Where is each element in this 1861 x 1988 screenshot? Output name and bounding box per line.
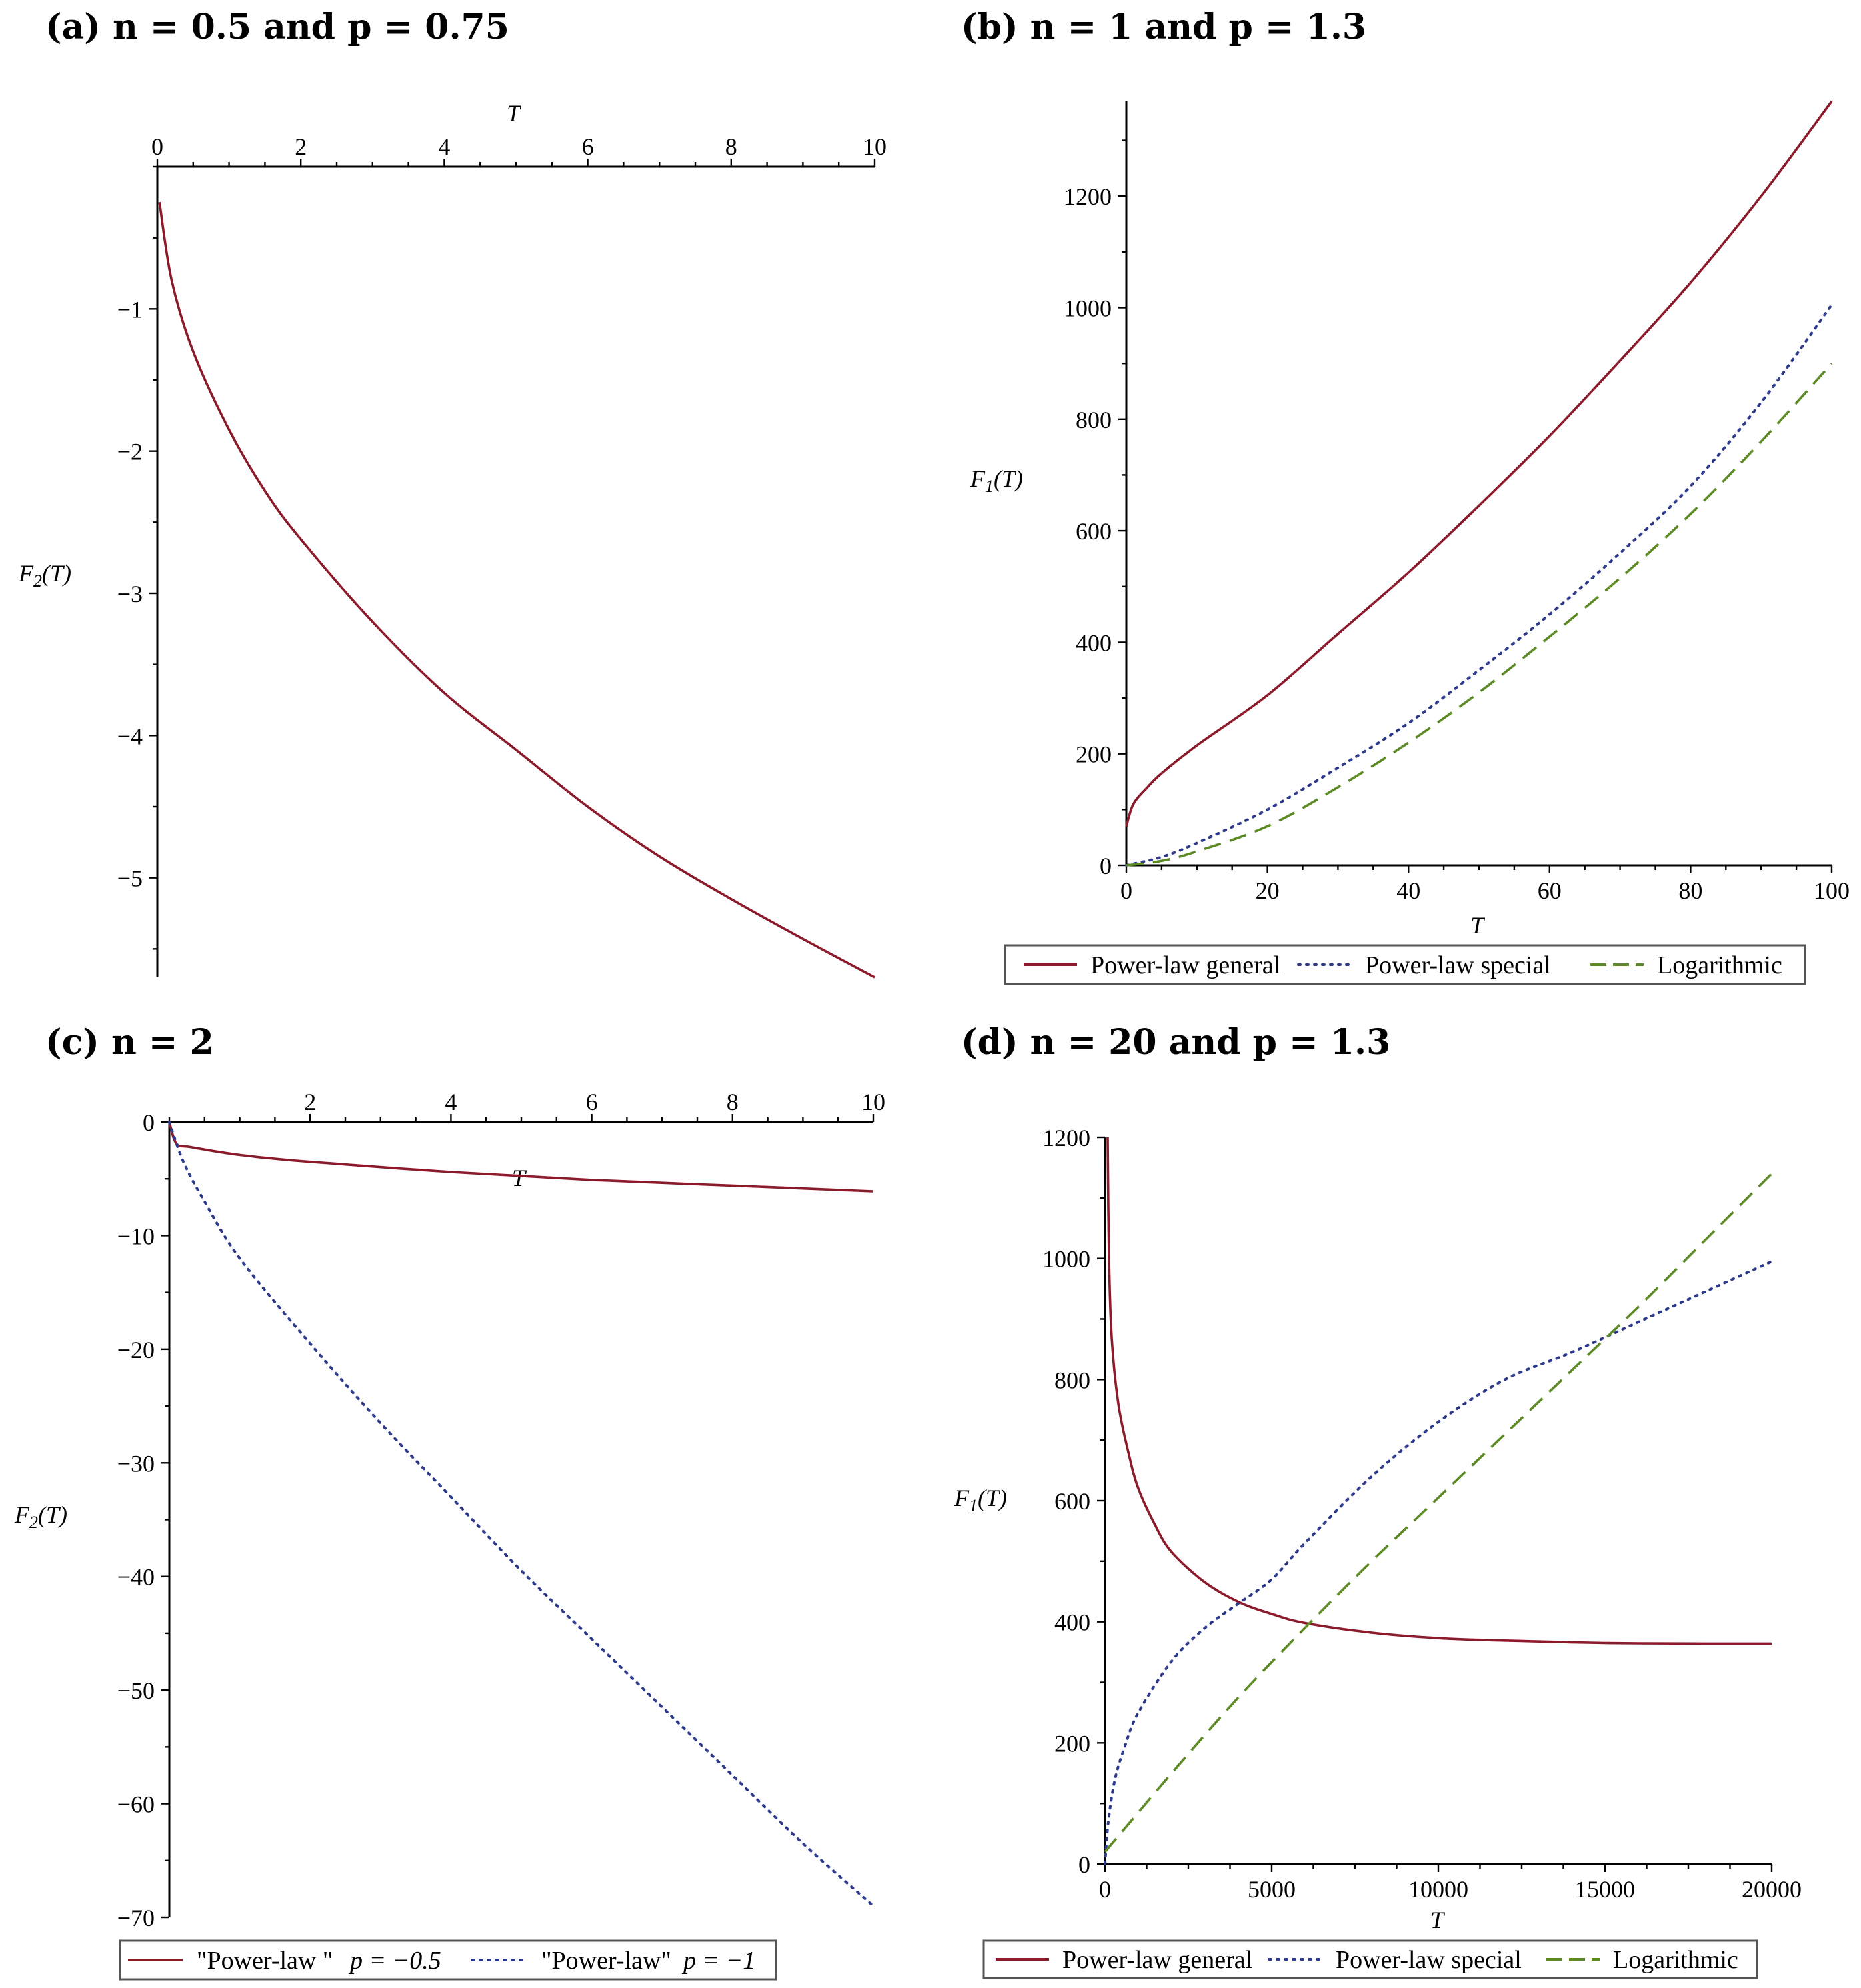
panel-b: (b) n = 1 and p = 1.3 0 20 40 60 80 100 0 200 40… xyxy=(930,0,1861,994)
y-tick-label: 1000 xyxy=(1042,1246,1090,1273)
y-tick-label: 1000 xyxy=(1064,295,1112,322)
x-tick-label: 0 xyxy=(1120,877,1132,904)
legend-label-1: Power-law special xyxy=(1336,1946,1522,1974)
y-axis-label: F1(T) xyxy=(970,465,1023,496)
chart-a: 0 2 4 6 8 10 −1 −2 −3 −4 −5 T F2(T) xyxy=(18,100,887,979)
y-tick-label: −3 xyxy=(117,581,143,607)
x-tick-label: 6 xyxy=(586,1089,598,1115)
x-axis-label: T xyxy=(1430,1907,1446,1933)
x-tick-label: 6 xyxy=(582,133,594,160)
panel-c-title: (c) n = 2 xyxy=(45,1022,214,1063)
y-tick-label: −70 xyxy=(117,1905,155,1931)
y-tick-label: −5 xyxy=(117,865,143,892)
series-line-2 xyxy=(1126,362,1833,867)
x-tick-label: 2 xyxy=(304,1089,316,1115)
series-line-1 xyxy=(168,1121,875,1907)
x-tick-label: 10 xyxy=(861,1089,885,1115)
x-tick-label: 10000 xyxy=(1408,1876,1468,1903)
legend-box xyxy=(119,1939,777,1981)
y-tick-label: −20 xyxy=(117,1337,155,1363)
series-line-2 xyxy=(1104,1173,1773,1853)
legend-box xyxy=(982,1939,1758,1979)
legend-label-0: Power-law general xyxy=(1062,1946,1252,1974)
x-tick-label: 0 xyxy=(1099,1876,1111,1903)
x-tick-label: 60 xyxy=(1538,877,1562,904)
x-axis-label: T xyxy=(1470,912,1486,939)
y-tick-label: −1 xyxy=(117,296,143,323)
chart-d: 0 5000 10000 15000 20000 0 200 400 600 800 1000 120… xyxy=(954,1125,1802,1979)
y-axis-label: F1(T) xyxy=(954,1485,1007,1515)
series-line-1 xyxy=(1125,303,1833,867)
y-tick-label: 1200 xyxy=(1042,1125,1090,1151)
legend-label-0: Power-law general xyxy=(1090,951,1280,979)
series-line-0 xyxy=(158,202,875,979)
x-axis-label: T xyxy=(512,1165,527,1191)
y-tick-label: −40 xyxy=(117,1564,155,1591)
y-tick-label: 600 xyxy=(1076,518,1112,545)
y-tick-label: 200 xyxy=(1054,1730,1090,1757)
x-tick-label: 20 xyxy=(1256,877,1280,904)
y-tick-label: 400 xyxy=(1054,1609,1090,1636)
legend-label-2: Logarithmic xyxy=(1657,951,1782,979)
panel-d: (d) n = 20 and p = 1.3 0 5000 10000 15000 20… xyxy=(930,994,1861,1988)
x-tick-label: 100 xyxy=(1814,877,1850,904)
series-line-0 xyxy=(1106,1137,1772,1645)
chart-c: 2 4 6 8 10 0 −10 −20 −30 −40 −50 −60 −70 T F2(T) "Power… xyxy=(14,1089,885,1981)
series-line-0 xyxy=(1125,100,1833,827)
y-tick-label: −60 xyxy=(117,1791,155,1818)
y-tick-label: 800 xyxy=(1054,1367,1090,1393)
x-tick-label: 2 xyxy=(295,133,307,160)
series-line-1 xyxy=(1104,1260,1773,1865)
x-tick-label: 8 xyxy=(727,1089,739,1115)
y-tick-label: 200 xyxy=(1076,741,1112,768)
legend-label-1: "Power-law" xyxy=(541,1947,671,1975)
x-tick-label: 0 xyxy=(151,133,163,160)
legend-param-1: p = −1 xyxy=(681,1947,755,1975)
panel-d-title: (d) n = 20 and p = 1.3 xyxy=(961,1022,1391,1063)
panel-a-title: (a) n = 0.5 and p = 0.75 xyxy=(45,7,509,47)
panel-b-title: (b) n = 1 and p = 1.3 xyxy=(961,7,1367,47)
y-tick-label: 0 xyxy=(143,1109,155,1136)
chart-b: 0 20 40 60 80 100020040060080010001200TF1(T)P… xyxy=(970,100,1850,985)
legend-label-1: Power-law special xyxy=(1365,951,1551,979)
y-tick-label: 1200 xyxy=(1064,183,1112,210)
legend-label-0: "Power-law " xyxy=(197,1947,333,1975)
y-axis-label: F2(T) xyxy=(18,560,71,591)
x-tick-label: 4 xyxy=(438,133,450,160)
y-tick-label: 800 xyxy=(1076,407,1112,433)
legend-label-2: Logarithmic xyxy=(1613,1946,1738,1974)
y-tick-label: −50 xyxy=(117,1677,155,1704)
x-axis-label: T xyxy=(507,100,522,127)
x-tick-label: 40 xyxy=(1396,877,1420,904)
y-tick-label: 600 xyxy=(1054,1488,1090,1515)
x-tick-label: 20000 xyxy=(1742,1876,1802,1903)
y-tick-label: −30 xyxy=(117,1450,155,1477)
legend-box xyxy=(1004,944,1806,985)
panel-c: (c) n = 2 2 4 6 8 10 0 −10 −20 −30 −40 −50 −60 −70 T F… xyxy=(0,994,930,1988)
x-tick-label: 4 xyxy=(445,1089,457,1115)
y-tick-label: −10 xyxy=(117,1223,155,1249)
x-tick-label: 15000 xyxy=(1575,1876,1635,1903)
series-line-0 xyxy=(168,1121,874,1193)
y-tick-label: −2 xyxy=(117,439,143,465)
legend-param-0: p = −0.5 xyxy=(348,1947,441,1975)
x-tick-label: 5000 xyxy=(1248,1876,1296,1903)
y-tick-label: 400 xyxy=(1076,629,1112,656)
y-tick-label: −4 xyxy=(117,723,143,749)
y-tick-label: 0 xyxy=(1100,853,1112,879)
x-tick-label: 8 xyxy=(725,133,737,160)
y-axis-label: F2(T) xyxy=(14,1501,67,1532)
y-tick-label: 0 xyxy=(1078,1851,1090,1878)
panel-a: (a) n = 0.5 and p = 0.75 0 2 4 6 8 10 −1 −2 −3 −4… xyxy=(0,0,930,994)
x-tick-label: 10 xyxy=(863,133,887,160)
x-tick-label: 80 xyxy=(1678,877,1702,904)
